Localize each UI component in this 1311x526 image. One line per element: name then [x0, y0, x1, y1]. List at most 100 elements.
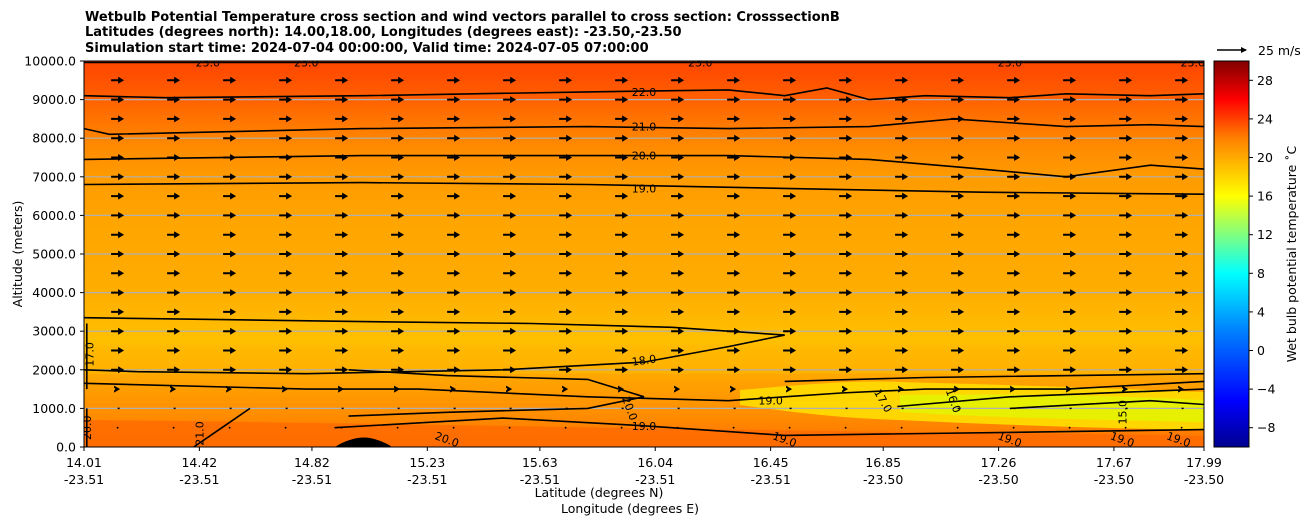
title-line-3: Simulation start time: 2024-07-04 00:00:… — [85, 41, 649, 56]
wind-vector-314 — [895, 134, 909, 142]
wind-vector-130 — [671, 308, 685, 316]
wind-vector-244 — [335, 192, 349, 200]
contour-16.0-13 — [897, 388, 1204, 408]
wind-vector-161 — [167, 269, 181, 277]
x-tick-label-lon: -23.51 — [520, 472, 560, 487]
wind-vector-94 — [895, 347, 909, 354]
wind-vector-102 — [223, 327, 237, 335]
wind-vector-313 — [839, 134, 853, 142]
wind-vector-307 — [503, 134, 517, 142]
wind-vector-50 — [674, 385, 681, 393]
contour-label: 21.0 — [193, 421, 206, 446]
wind-vector-78 — [1119, 366, 1133, 374]
wind-vector-374 — [895, 76, 909, 84]
wind-vector-359 — [1175, 96, 1189, 104]
wind-vector-348 — [559, 96, 573, 104]
wind-vector-174 — [895, 269, 909, 277]
wind-vector-245 — [391, 192, 405, 200]
wind-vector-317 — [1063, 134, 1077, 142]
wind-vector-328 — [559, 115, 573, 123]
y-axis: 0.0 1000.0 2000.0 3000.0 4000.0 5000.0 6000.0 7… — [24, 54, 84, 455]
contour-18.0-5 — [84, 316, 785, 375]
wind-vector-157 — [1063, 289, 1077, 297]
wind-vector-275 — [951, 173, 965, 181]
contour-label: 23.0 — [998, 57, 1023, 70]
wind-vector-69 — [615, 366, 629, 374]
wind-vector-145 — [391, 289, 405, 297]
wind-vector-272 — [783, 173, 797, 181]
wind-vector-311 — [727, 134, 741, 142]
wind-vector-165 — [391, 269, 405, 277]
wind-vector-184 — [335, 250, 349, 258]
wind-vector-163 — [279, 269, 293, 277]
x-tick-label-lat: 17.99 — [1186, 455, 1222, 470]
wind-vector-315 — [951, 134, 965, 142]
wind-vector-3 — [284, 426, 287, 429]
wind-vector-373 — [839, 76, 853, 84]
wind-vector-274 — [895, 173, 909, 181]
wind-vector-296 — [1007, 154, 1021, 161]
wind-vector-129 — [615, 308, 629, 316]
wind-vector-227 — [503, 211, 517, 219]
wind-vector-79 — [1175, 366, 1189, 374]
wind-vector-47 — [506, 385, 513, 393]
wind-vector-203 — [279, 231, 293, 239]
wind-vector-73 — [839, 366, 853, 374]
wind-vector-182 — [223, 250, 237, 258]
wind-vector-124 — [335, 308, 349, 316]
x-tick-label-lat: 15.23 — [409, 455, 445, 470]
contour-19.0-4 — [84, 181, 1204, 195]
x-axis-label: Latitude (degrees N) — [535, 485, 664, 500]
wind-vector-128 — [559, 308, 573, 316]
wind-vector-366 — [447, 76, 461, 84]
wind-vector-53 — [842, 385, 849, 393]
wind-vector-117 — [1063, 327, 1077, 335]
wind-vector-188 — [559, 250, 573, 258]
wind-vector-68 — [559, 366, 573, 374]
x-tick-label-lon: -23.50 — [1184, 472, 1224, 487]
x-tick-label-lat: 16.04 — [637, 455, 673, 470]
colorbar-tick-label: 8 — [1257, 266, 1265, 281]
wind-vector-177 — [1063, 269, 1077, 277]
wind-vector-232 — [783, 211, 797, 219]
wind-vector-198 — [1119, 250, 1133, 258]
wind-vector-9 — [620, 426, 623, 429]
wind-vector-254 — [895, 192, 909, 200]
contour-21.0-11 — [193, 407, 251, 447]
wind-vector-334 — [895, 115, 909, 123]
wind-vector-322 — [223, 115, 237, 123]
y-axis-label: Altitude (meters) — [10, 201, 25, 308]
wind-vector-346 — [447, 96, 461, 104]
wind-vector-115 — [951, 327, 965, 335]
wind-vector-256 — [1007, 192, 1021, 200]
wind-vector-304 — [335, 134, 349, 142]
wind-vector-193 — [839, 250, 853, 258]
wind-vector-206 — [447, 231, 461, 239]
wind-vector-166 — [447, 269, 461, 277]
wind-vector-234 — [895, 211, 909, 219]
wind-vector-152 — [783, 289, 797, 297]
wind-vector-378 — [1119, 76, 1133, 84]
wind-vector-340 — [111, 96, 125, 104]
contour-label: 17.0 — [84, 342, 97, 367]
wind-vector-8 — [564, 426, 567, 429]
wind-vector-140 — [111, 289, 125, 297]
wind-vector-323 — [279, 115, 293, 123]
wind-vector-91 — [727, 347, 741, 354]
wind-vector-333 — [839, 115, 853, 123]
wind-vector-216 — [1007, 231, 1021, 239]
wind-vector-158 — [1119, 289, 1133, 297]
wind-vector-81 — [167, 347, 181, 354]
wind-vector-319 — [1175, 134, 1189, 142]
wind-vector-343 — [279, 96, 293, 104]
wind-vector-213 — [839, 231, 853, 239]
wind-vector-141 — [167, 289, 181, 297]
wind-vector-194 — [895, 250, 909, 258]
wind-vector-363 — [279, 76, 293, 84]
wind-vector-108 — [559, 327, 573, 335]
wind-vector-112 — [783, 327, 797, 335]
wind-vector-139 — [1175, 308, 1189, 316]
wind-vector-367 — [503, 76, 517, 84]
contour-label: 20.0 — [632, 150, 657, 163]
wind-vector-349 — [615, 96, 629, 104]
